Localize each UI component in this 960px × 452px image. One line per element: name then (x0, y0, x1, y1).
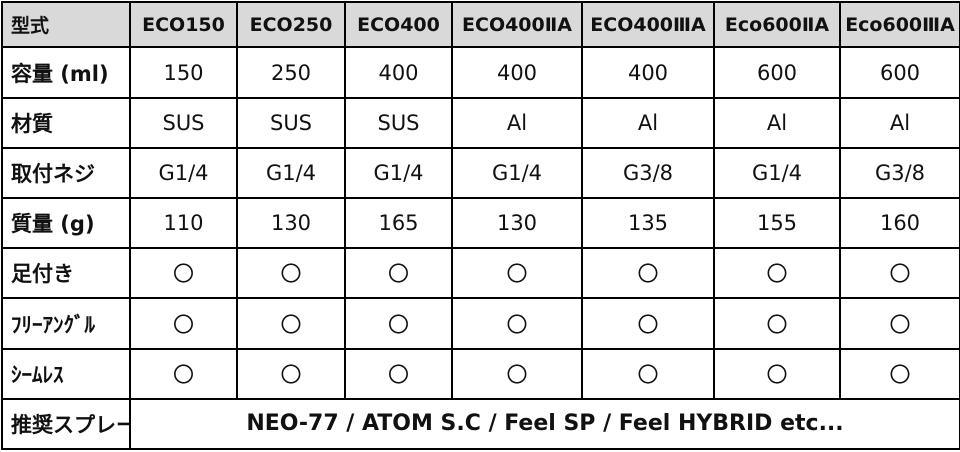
spec-row: 質量 (g) 110 130 165 130 135 155 160 (1, 197, 960, 250)
spec-row: 容量 (ml) 150 250 400 400 400 600 600 (1, 46, 960, 99)
model-name: ECO250 (236, 0, 346, 49)
spec-value: 〇 (839, 347, 960, 400)
spec-row: 推奨スプレーガンNEO-77 / ATOM S.C / Feel SP / Fe… (1, 397, 960, 451)
spec-value: 〇 (344, 247, 453, 300)
spec-value: 〇 (344, 297, 453, 350)
row-label: 推奨スプレーガン (1, 397, 131, 451)
spec-value: SUS (344, 96, 453, 149)
header-label: 型式 (1, 0, 131, 49)
spec-value: 〇 (236, 247, 346, 300)
spec-value: 135 (581, 197, 715, 250)
spray-guns: NEO-77 / ATOM S.C / Feel SP / Feel HYBRI… (129, 397, 960, 451)
spec-value: G1/4 (236, 146, 346, 200)
spec-value: 130 (451, 197, 583, 250)
spec-value: SUS (129, 96, 238, 149)
spec-row: 取付ネジ G1/4 G1/4 G1/4 G1/4 G3/8 G1/4 G3/8 (1, 146, 960, 200)
spec-value: 150 (129, 46, 238, 99)
row-label: ｼｰﾑﾚｽ (1, 347, 131, 400)
model-name: ECO400 (344, 0, 453, 49)
spec-value: 〇 (581, 347, 715, 400)
spec-value: 〇 (839, 247, 960, 300)
spec-value: 〇 (344, 347, 453, 400)
spec-row: ﾌﾘｰｱﾝｸﾞﾙ〇〇〇〇〇〇〇 (1, 297, 960, 350)
spec-value: G1/4 (713, 146, 841, 200)
spec-value: 〇 (129, 297, 238, 350)
model-name: Eco600ⅡA (713, 0, 841, 49)
spec-row: ｼｰﾑﾚｽ〇〇〇〇〇〇〇 (1, 347, 960, 400)
spec-value: 600 (839, 46, 960, 99)
spec-value: Al (713, 96, 841, 149)
spec-value: Al (581, 96, 715, 149)
spec-value: 〇 (451, 347, 583, 400)
spec-value: 250 (236, 46, 346, 99)
spec-value: 〇 (129, 247, 238, 300)
spec-value: 〇 (713, 347, 841, 400)
spec-value: 〇 (129, 347, 238, 400)
spec-value: 〇 (451, 297, 583, 350)
row-label: ﾌﾘｰｱﾝｸﾞﾙ (1, 297, 131, 350)
spec-value: 〇 (713, 247, 841, 300)
spec-value: 〇 (236, 297, 346, 350)
row-label: 容量 (ml) (1, 46, 131, 99)
row-label: 取付ネジ (1, 146, 131, 200)
spec-value: 110 (129, 197, 238, 250)
row-label: 材質 (1, 96, 131, 149)
spec-value: 400 (451, 46, 583, 99)
spec-value: G3/8 (839, 146, 960, 200)
spec-value: 600 (713, 46, 841, 99)
spec-value: 〇 (451, 247, 583, 300)
spec-value: SUS (236, 96, 346, 149)
spec-row: 材質 SUS SUS SUS Al Al Al Al (1, 96, 960, 149)
spec-value: G1/4 (451, 146, 583, 200)
spec-value: G1/4 (344, 146, 453, 200)
row-label: 質量 (g) (1, 197, 131, 250)
model-name: ECO400ⅡA (451, 0, 583, 49)
model-name: Eco600ⅢA (839, 0, 960, 49)
row-label: 足付き (1, 247, 131, 300)
model-name: ECO400ⅢA (581, 0, 715, 49)
spec-value: 130 (236, 197, 346, 250)
spec-value: 160 (839, 197, 960, 250)
spec-value: 〇 (581, 247, 715, 300)
spec-value: 〇 (581, 297, 715, 350)
spec-row: 足付き〇〇〇〇〇〇〇 (1, 247, 960, 300)
spec-value: 〇 (839, 297, 960, 350)
model-name: ECO150 (129, 0, 238, 49)
spec-value: 〇 (713, 297, 841, 350)
spec-value: G3/8 (581, 146, 715, 200)
spec-value: 400 (581, 46, 715, 99)
spec-value: 〇 (236, 347, 346, 400)
spec-value: 400 (344, 46, 453, 99)
spec-value: 165 (344, 197, 453, 250)
spec-value: Al (451, 96, 583, 149)
header-row: 型式 ECO150 ECO250 ECO400 ECO400ⅡA ECO400ⅢA Eco6… (1, 0, 960, 49)
spec-value: G1/4 (129, 146, 238, 200)
spec-value: Al (839, 96, 960, 149)
spec-value: 155 (713, 197, 841, 250)
